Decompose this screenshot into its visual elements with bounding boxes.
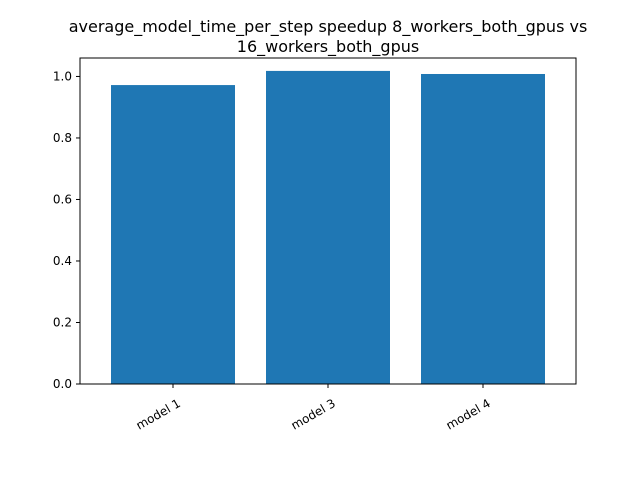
bar-model-4 [421,73,545,384]
y-tick-label: 0.2 [53,315,72,329]
y-axis: 0.0 0.2 0.4 0.6 0.8 1.0 [53,69,80,391]
plot-frame [79,57,577,385]
bars-group [111,70,545,384]
chart-title-line-1: average_model_time_per_step speedup 8_wo… [69,17,588,37]
y-tick-label: 0.4 [53,254,72,268]
y-tick-label: 0.8 [53,131,72,145]
chart-title-line-2: 16_workers_both_gpus [237,37,419,57]
y-tick-label: 0.0 [53,377,72,391]
bar-model-3 [266,70,390,384]
y-tick-label: 0.6 [53,192,72,206]
y-tick-label: 1.0 [53,69,72,83]
bar-model-1 [111,85,235,384]
